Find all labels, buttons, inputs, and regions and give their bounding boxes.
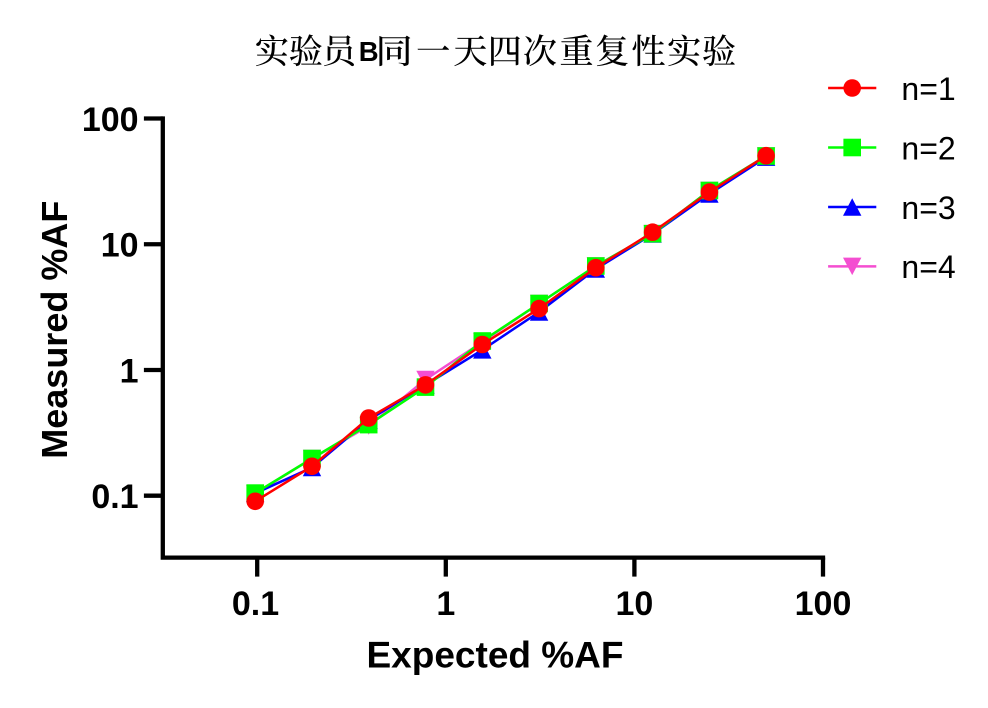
svg-text:n=3: n=3 [901, 190, 955, 226]
svg-text:10: 10 [615, 585, 653, 623]
svg-text:0.1: 0.1 [91, 478, 138, 516]
svg-text:100: 100 [795, 585, 852, 623]
svg-text:100: 100 [82, 101, 139, 139]
svg-text:0.1: 0.1 [232, 585, 279, 623]
svg-text:10: 10 [101, 227, 139, 265]
svg-text:1: 1 [120, 352, 139, 390]
svg-text:Expected %AF: Expected %AF [366, 635, 623, 676]
svg-text:n=4: n=4 [901, 249, 955, 285]
svg-text:B: B [359, 36, 379, 67]
svg-text:Measured %AF: Measured %AF [34, 201, 75, 459]
svg-text:n=1: n=1 [901, 71, 955, 107]
svg-text:n=2: n=2 [901, 130, 955, 166]
svg-text:1: 1 [436, 585, 455, 623]
